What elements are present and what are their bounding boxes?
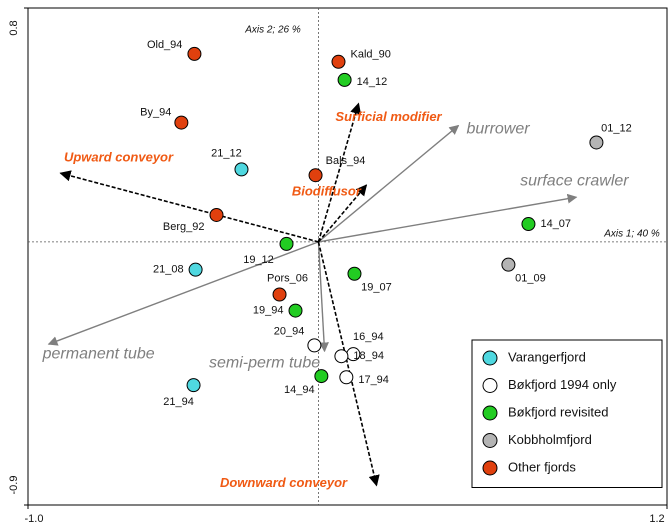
- vector-label: permanent tube: [42, 345, 155, 362]
- y-tick-label: -0.9: [8, 476, 20, 495]
- vector-label: Surficial modifier: [335, 109, 442, 124]
- vector-arrow: [317, 102, 362, 243]
- point-label: Old_94: [147, 39, 182, 51]
- point: [272, 287, 287, 302]
- point-label: Kald_90: [350, 49, 390, 61]
- vector-arrow: [317, 241, 329, 353]
- plot-frame: [27, 7, 668, 506]
- point-label: 14_07: [540, 218, 571, 230]
- point: [279, 236, 294, 251]
- legend-marker: [482, 433, 498, 448]
- point: [589, 135, 604, 150]
- vector-arrow: [59, 170, 319, 243]
- point-label: 16_94: [353, 331, 384, 343]
- point-label: 14_94: [284, 384, 315, 396]
- point: [331, 54, 346, 69]
- vector-arrow: [318, 193, 578, 243]
- x-tick-label: 1.2: [649, 513, 664, 525]
- vector-arrow: [317, 184, 368, 243]
- point: [337, 72, 352, 87]
- point: [501, 257, 516, 272]
- vector-label: semi-perm tube: [209, 354, 320, 371]
- point-label: 01_12: [601, 122, 632, 134]
- point: [339, 370, 354, 385]
- point: [347, 266, 362, 281]
- point-label: 19_94: [253, 304, 284, 316]
- legend-label: Bøkfjord 1994 only: [508, 377, 617, 392]
- legend-label: Kobbholmfjord: [508, 432, 592, 447]
- point-label: 21_12: [211, 147, 242, 159]
- point: [187, 46, 202, 61]
- point-label: 17_94: [358, 374, 389, 386]
- vector-label: Downward conveyor: [220, 475, 348, 490]
- point: [209, 207, 224, 222]
- point: [186, 378, 201, 393]
- point-label: 01_09: [515, 273, 546, 285]
- x-tick-label: -1.0: [25, 513, 44, 525]
- point-label: 21_08: [153, 264, 184, 276]
- point: [234, 162, 249, 177]
- vector-arrow: [317, 241, 380, 487]
- x-axis-title: Axis 1; 40 %: [603, 229, 660, 240]
- vector-arrow: [318, 124, 460, 243]
- point: [174, 115, 189, 130]
- legend-marker: [482, 460, 498, 476]
- legend-label: Other fjords: [508, 459, 576, 474]
- vector-label: Biodiffusor: [292, 184, 362, 199]
- point: [521, 217, 536, 232]
- vector-arrow: [47, 241, 319, 346]
- point: [188, 262, 203, 277]
- point: [288, 303, 303, 318]
- legend-marker: [482, 378, 498, 393]
- point-label: Bals_94: [326, 155, 366, 167]
- vector-label: burrower: [466, 121, 530, 138]
- point: [334, 349, 349, 364]
- point-label: 20_94: [274, 325, 305, 337]
- point: [314, 369, 329, 384]
- legend-marker: [482, 405, 498, 421]
- point-label: 19_07: [361, 282, 392, 294]
- point-label: Pors_06: [267, 272, 308, 284]
- vector-label: Upward conveyor: [64, 150, 174, 165]
- point-label: Berg_92: [163, 221, 205, 233]
- y-axis-title: Axis 2; 26 %: [244, 25, 301, 36]
- y-tick-label: 0.8: [8, 20, 20, 35]
- legend-box: [471, 339, 663, 488]
- legend-label: Bøkfjord revisited: [508, 404, 608, 419]
- point-label: 21_94: [163, 396, 194, 408]
- legend-label: Varangerfjord: [508, 349, 586, 364]
- vector-label: surface crawler: [520, 172, 629, 189]
- point-label: 14_12: [357, 76, 388, 88]
- legend-marker: [482, 350, 498, 366]
- point-label: 19_12: [243, 254, 274, 266]
- point: [307, 338, 322, 353]
- point-label: 18_94: [353, 350, 384, 362]
- point-label: By_94: [140, 107, 171, 119]
- point: [308, 168, 323, 183]
